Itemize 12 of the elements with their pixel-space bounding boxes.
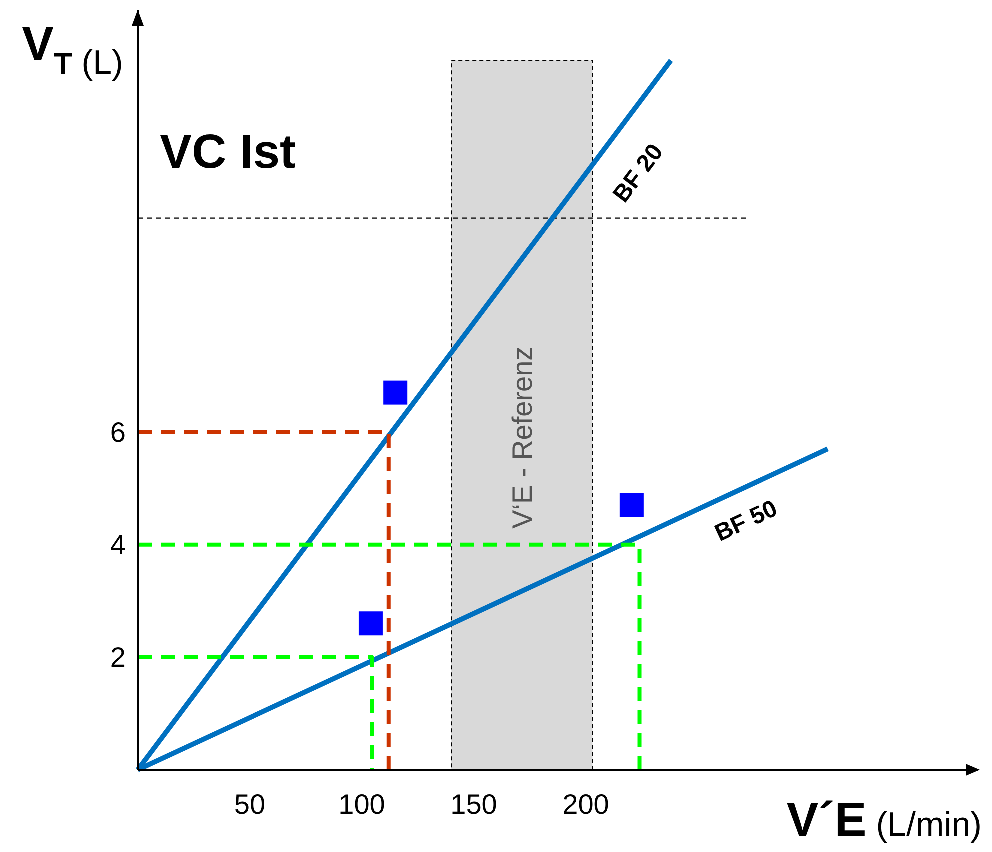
y-tick-label: 4 bbox=[110, 530, 126, 561]
text: BF 20 bbox=[608, 139, 669, 208]
x-tick-label: 100 bbox=[338, 789, 386, 820]
annotation: VC Ist bbox=[160, 126, 296, 179]
band-label: V‘E - Referenz bbox=[507, 346, 538, 529]
y-tick-label: 2 bbox=[110, 642, 126, 674]
x-tick-label: 150 bbox=[450, 789, 498, 820]
x-tick-label: 200 bbox=[562, 789, 610, 820]
x-tick-label: 50 bbox=[234, 789, 266, 820]
y-tick-label: 6 bbox=[110, 417, 126, 448]
text: BF 50 bbox=[710, 495, 782, 548]
x-axis-title: V´E (L/min) bbox=[786, 794, 982, 847]
